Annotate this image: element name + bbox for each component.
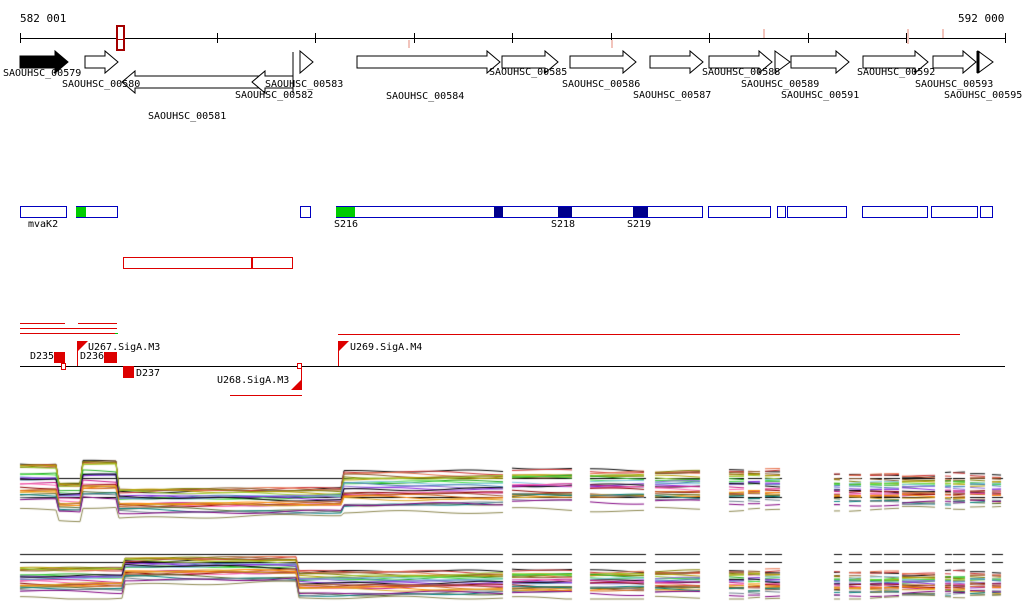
- gene-arrow-SAOUHSC_00579[interactable]: [19, 49, 69, 75]
- gene-label: SAOUHSC_00581: [148, 111, 227, 122]
- ruler-tick: [512, 33, 513, 43]
- transcript-segment-navy: [494, 207, 503, 217]
- transcript-label: S219: [627, 219, 652, 230]
- ruler-highlight-tick: [907, 29, 909, 44]
- tss-flag-label: U269.SigA.M4: [350, 342, 423, 353]
- tss-flag-U269.SigA.M4[interactable]: [338, 341, 349, 352]
- tss-flag-label: U267.SigA.M3: [88, 342, 161, 353]
- gene-arrow-SAOUHSC_00589[interactable]: [774, 50, 791, 74]
- ruler-end-coordinate: 592 000: [958, 12, 1005, 25]
- gene-arrow-SAOUHSC_00580[interactable]: [84, 49, 119, 75]
- ruler-highlight-tick: [763, 29, 765, 38]
- ruler-tick: [1005, 33, 1006, 43]
- gene-label: SAOUHSC_00593: [915, 79, 994, 90]
- gene-label: SAOUHSC_00583: [265, 79, 344, 90]
- gene-arrow-SAOUHSC_00595[interactable]: [977, 50, 994, 74]
- ruler-tick: [611, 33, 612, 43]
- transcript-label: mvaK2: [28, 219, 59, 230]
- gene-arrow-SAOUHSC_00586[interactable]: [569, 49, 637, 75]
- tss-flag-pole: [301, 366, 302, 390]
- transcript-segment-green: [76, 207, 86, 217]
- tss-green-dot: [115, 333, 118, 334]
- tss-flag-U268.SigA.M3[interactable]: [291, 380, 301, 390]
- ruler-tick: [709, 33, 710, 43]
- gene-label: SAOUHSC_00579: [3, 68, 82, 79]
- gene-track: [19, 49, 994, 95]
- ruler-start-coordinate: 582 001: [20, 12, 67, 25]
- ruler-highlight-tick: [942, 29, 944, 38]
- tss-flag-U267.SigA.M3[interactable]: [77, 341, 88, 352]
- ruler-tick: [315, 33, 316, 43]
- tss-flag-pole: [338, 341, 339, 366]
- transcript-box[interactable]: [336, 206, 703, 218]
- gene-arrow-SAOUHSC_00583[interactable]: [299, 49, 314, 75]
- transcript-box[interactable]: [300, 206, 311, 218]
- gene-label: SAOUHSC_00586: [562, 79, 641, 90]
- gene-label: SAOUHSC_00580: [62, 79, 141, 90]
- gene-arrow-SAOUHSC_00593[interactable]: [932, 49, 977, 75]
- transcript-segment-green: [336, 207, 355, 217]
- red-feature-box[interactable]: [252, 257, 293, 269]
- tss-red-line: [20, 328, 117, 329]
- tss-red-line: [20, 333, 115, 334]
- transcript-box[interactable]: [980, 206, 993, 218]
- gene-label: SAOUHSC_00591: [781, 90, 860, 101]
- tss-baseline: [20, 366, 1005, 367]
- gene-arrow-SAOUHSC_00582[interactable]: [251, 69, 294, 95]
- gene-label: SAOUHSC_00585: [489, 67, 568, 78]
- transcript-box[interactable]: [708, 206, 771, 218]
- gene-arrow-SAOUHSC_00592[interactable]: [862, 49, 929, 75]
- tss-open-square: [61, 363, 66, 370]
- gene-arrow-SAOUHSC_00584[interactable]: [356, 49, 501, 75]
- gene-label: SAOUHSC_00587: [633, 90, 712, 101]
- transcript-label: S218: [551, 219, 576, 230]
- gene-label: SAOUHSC_00592: [857, 67, 936, 78]
- tss-site-D236[interactable]: [104, 352, 117, 363]
- tss-site-D235[interactable]: [54, 352, 65, 363]
- ruler-tick: [20, 33, 21, 43]
- gene-label: SAOUHSC_00595: [944, 90, 1023, 101]
- tss-flag-pole: [77, 341, 78, 366]
- position-marker[interactable]: [116, 25, 125, 51]
- transcript-box[interactable]: [862, 206, 928, 218]
- tss-site-label: D235: [30, 351, 55, 362]
- ruler-tick: [217, 33, 218, 43]
- tss-red-line: [230, 395, 302, 396]
- transcript-box[interactable]: [20, 206, 67, 218]
- gene-label: SAOUHSC_00584: [386, 91, 465, 102]
- position-marker-line: [118, 39, 123, 40]
- tss-red-line: [20, 323, 65, 324]
- ruler-tick: [414, 33, 415, 43]
- transcript-segment-navy: [633, 207, 648, 217]
- transcript-box[interactable]: [777, 206, 786, 218]
- ruler-tick: [808, 33, 809, 43]
- gene-arrow-SAOUHSC_00585[interactable]: [501, 49, 559, 75]
- gene-arrow-SAOUHSC_00588[interactable]: [708, 49, 773, 75]
- ruler-highlight-tick: [611, 40, 613, 48]
- tss-site-label: D237: [136, 368, 161, 379]
- transcript-box[interactable]: [931, 206, 978, 218]
- transcript-box[interactable]: [76, 206, 118, 218]
- ruler-highlight-tick: [408, 40, 410, 48]
- tss-site-label: D236: [80, 351, 105, 362]
- transcript-label: S216: [334, 219, 359, 230]
- tss-flag-label: U268.SigA.M3: [217, 375, 290, 386]
- transcript-segment-navy: [558, 207, 572, 217]
- tss-site-D237[interactable]: [123, 366, 134, 378]
- gene-arrow-SAOUHSC_00591[interactable]: [790, 49, 850, 75]
- gene-label: SAOUHSC_00582: [235, 90, 314, 101]
- tss-red-line: [78, 323, 117, 324]
- gene-arrow-SAOUHSC_00587[interactable]: [649, 49, 704, 75]
- gene-label: SAOUHSC_00589: [741, 79, 820, 90]
- red-feature-box[interactable]: [123, 257, 252, 269]
- gene-label: SAOUHSC_00588: [702, 67, 781, 78]
- tss-red-line: [338, 334, 960, 335]
- ruler-tick: [906, 33, 907, 43]
- transcript-box[interactable]: [787, 206, 847, 218]
